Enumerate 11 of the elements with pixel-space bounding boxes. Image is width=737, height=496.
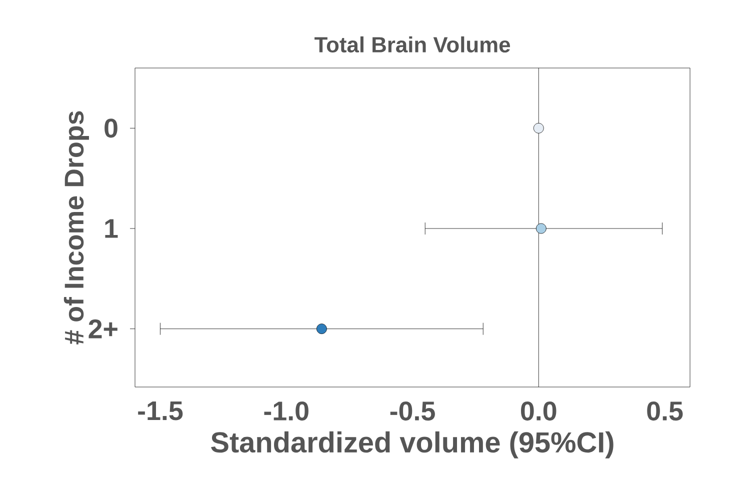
x-axis-title: Standardized volume (95%CI) [211,431,614,458]
x-tick-label: 0.0 [521,402,556,421]
y-tick-label: 2+ [88,319,118,338]
y-axis-title: # of Income Drops [64,111,89,344]
x-tick-label: -1.0 [264,402,308,421]
y-tick-label: 1 [105,219,118,238]
x-tick-label: -0.5 [390,402,435,421]
x-tick-label: 0.5 [647,402,683,421]
x-tick-label: -1.5 [138,402,183,420]
y-tick-label: 0 [104,118,118,138]
chart-title: Total Brain Volume [314,36,510,53]
